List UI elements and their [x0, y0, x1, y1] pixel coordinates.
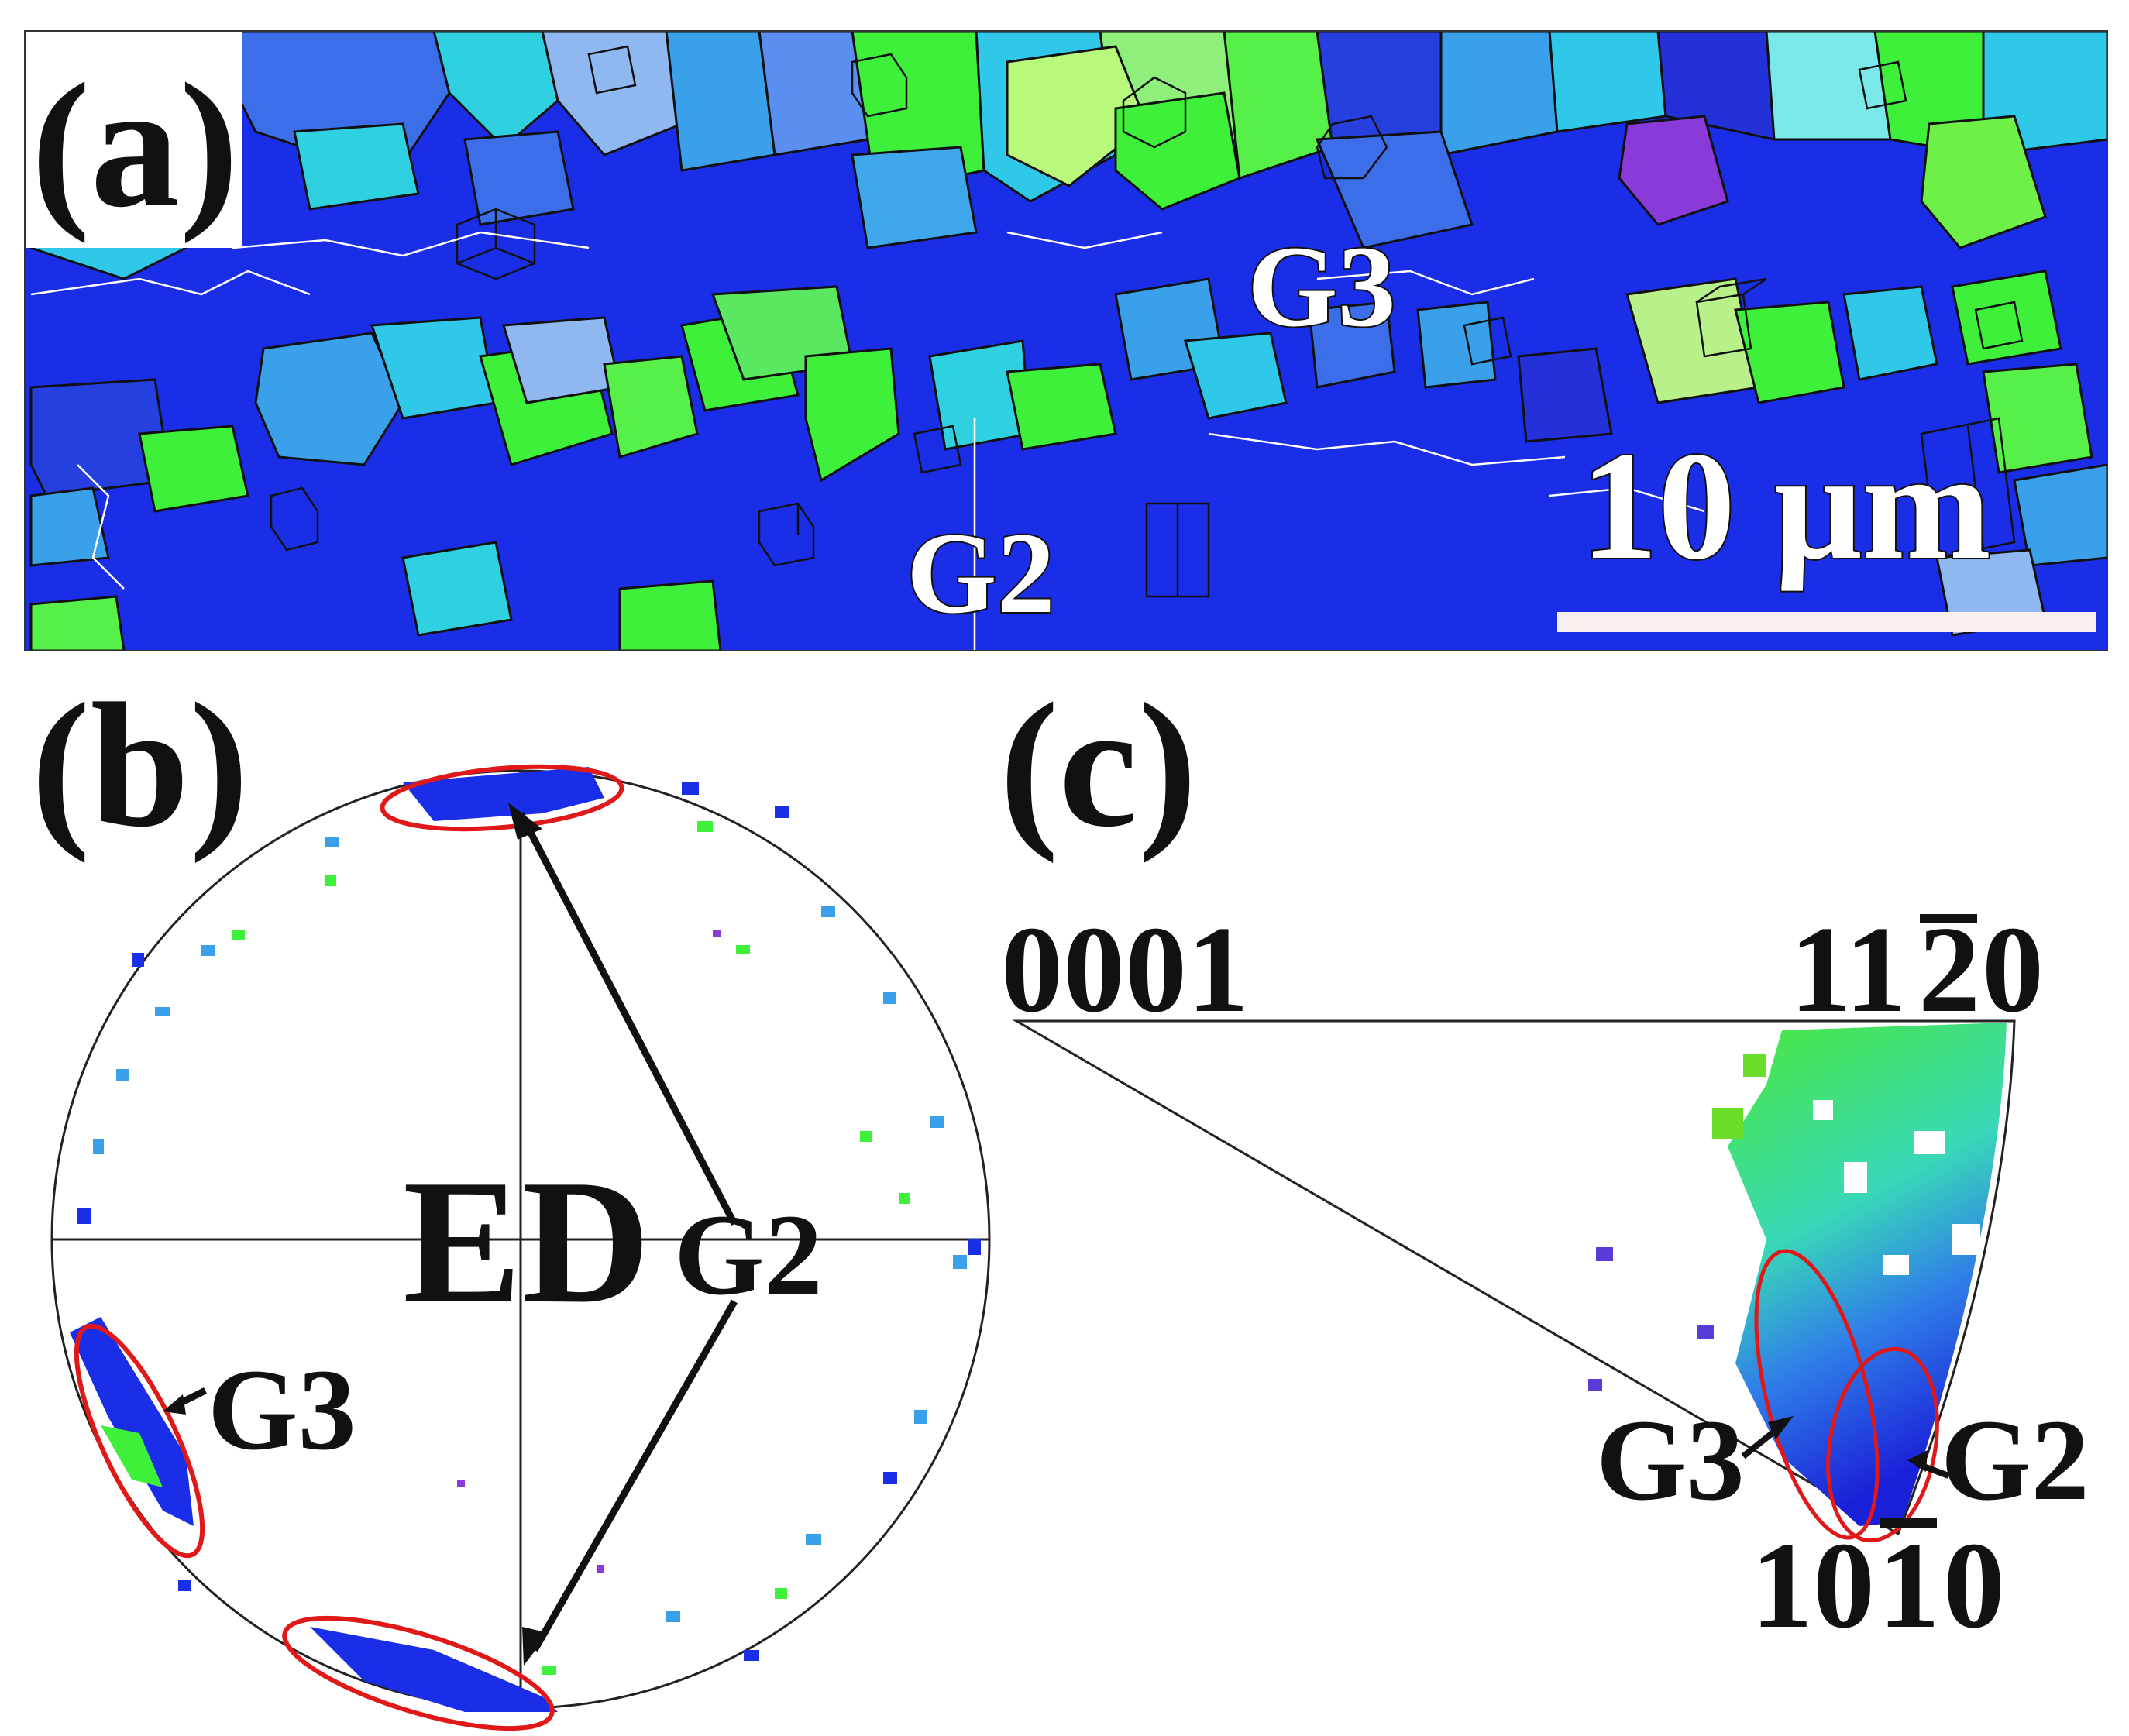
pole-label-g2: G2: [674, 1191, 823, 1319]
ipf-label-g2: G2: [1941, 1396, 2089, 1525]
low-angle-boundaries: [30, 231, 1705, 651]
grain-label-g2: G2: [906, 509, 1055, 638]
panel-b-label: (b): [31, 666, 249, 864]
ipf-label-g3: G3: [1596, 1396, 1745, 1525]
pole-center-label: ED: [403, 1143, 651, 1340]
top-grain-band: [231, 31, 2107, 249]
ipf-corner-11-20: 11 2 0: [1790, 900, 2044, 1038]
ipf-corner-10-10: 10 1 0: [1751, 1516, 2005, 1654]
ebsd-map: [25, 31, 2107, 651]
panel-a-label-backing: [25, 31, 242, 248]
inverse-pole-figure: 0001 11 2 0 10 1 0 G3 G2: [1001, 900, 2089, 1654]
svg-text:10: 10: [1751, 1516, 1875, 1654]
svg-text:1: 1: [1878, 1516, 1940, 1654]
pole-highlight-ellipses: [74, 764, 624, 1731]
pole-arrowheads: [163, 803, 549, 1666]
panel-a-label: (a): [31, 46, 239, 244]
ebsd-map-frame: [24, 30, 2108, 651]
svg-text:0: 0: [1982, 900, 2044, 1038]
scale-bar: [1557, 612, 2096, 632]
grain-label-g3: G3: [1247, 222, 1396, 351]
svg-text:0: 0: [1943, 1516, 2005, 1654]
ipf-arrowheads: [1768, 1416, 1928, 1472]
pole-figure: ED G2 G3: [50, 764, 991, 1731]
pole-label-g3: G3: [208, 1346, 356, 1474]
ipf-highlight-ellipses: [1754, 1249, 1939, 1543]
panel-c-label: (c): [999, 666, 1197, 864]
ipf-corner-0001: 0001: [1001, 900, 1249, 1038]
pole-scatter: [70, 767, 981, 1712]
unit-cell-glyphs: [270, 45, 2024, 598]
svg-text:11: 11: [1790, 900, 1907, 1038]
scale-bar-label: 10 μm: [1580, 421, 1991, 592]
